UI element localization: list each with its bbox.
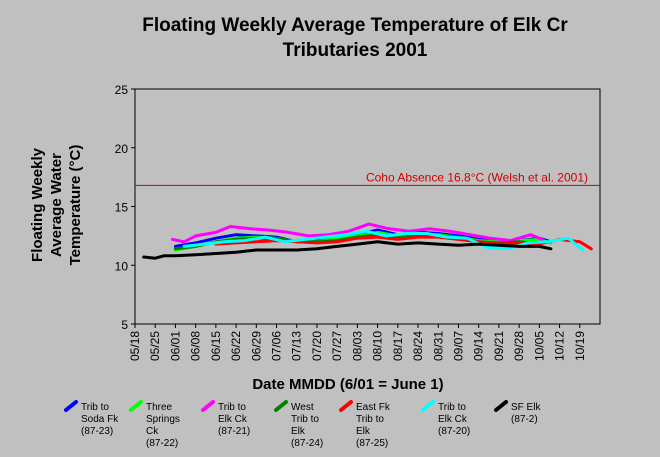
plot-area xyxy=(134,88,601,325)
chart-title-line-1: Floating Weekly Average Temperature of E… xyxy=(142,15,568,36)
legend-swatch-1 xyxy=(64,400,78,412)
legend-swatch-3 xyxy=(201,400,215,412)
x-axis-title: Date MMDD (6/01 = June 1) xyxy=(252,376,443,393)
legend-swatch-7 xyxy=(494,400,508,412)
legend-swatch-2 xyxy=(129,400,143,412)
x-tick-label: 06/08 xyxy=(189,331,203,361)
x-tick-label: 10/19 xyxy=(573,331,587,361)
x-tick-label: 09/07 xyxy=(451,331,465,361)
x-tick-label: 09/28 xyxy=(512,331,526,361)
legend-label-2: Three Springs Ck (87-22) xyxy=(146,402,180,449)
legend-swatch-5 xyxy=(339,400,353,412)
legend-label-1: Trib to Soda Fk (87-23) xyxy=(81,402,119,437)
x-tick-label: 06/01 xyxy=(168,331,182,361)
x-tick-label: 10/12 xyxy=(553,331,567,361)
y-tick-label: 25 xyxy=(115,83,129,97)
y-axis-title-line-3: Temperature (°C) xyxy=(67,145,84,266)
series-line-7 xyxy=(142,240,553,260)
series-line-6 xyxy=(182,229,585,252)
legend-label-3: Trib to Elk Ck (87-21) xyxy=(218,402,250,437)
x-tick-label: 10/05 xyxy=(532,331,546,361)
reference-line-label: Coho Absence 16.8°C (Welsh et al. 2001) xyxy=(366,170,588,184)
y-axis-title-line-1: Floating Weekly xyxy=(29,147,46,262)
x-tick-label: 07/06 xyxy=(270,331,284,361)
x-tick-label: 08/17 xyxy=(391,331,405,361)
x-tick-label: 08/24 xyxy=(411,331,425,361)
x-tick-label: 09/21 xyxy=(492,331,506,361)
series-line-3 xyxy=(171,222,544,244)
x-tick-label: 06/15 xyxy=(209,331,223,361)
chart-title-line-2: Tributaries 2001 xyxy=(283,40,428,61)
y-tick-label: 5 xyxy=(121,318,128,332)
legend-swatch-4 xyxy=(274,400,288,412)
legend-swatch-6 xyxy=(421,400,435,412)
x-tick-label: 08/03 xyxy=(350,331,364,361)
x-tick-label: 05/18 xyxy=(128,331,142,361)
x-tick-label: 09/14 xyxy=(472,331,486,361)
y-tick-label: 20 xyxy=(115,142,129,156)
y-axis-title-line-2: Average Water xyxy=(48,153,65,257)
x-tick-label: 08/31 xyxy=(431,331,445,361)
legend-label-6: Trib to Elk Ck (87-20) xyxy=(438,402,470,437)
legend-label-4: West Trib to Elk (87-24) xyxy=(291,402,323,449)
y-tick-label: 15 xyxy=(115,201,129,215)
x-tick-label: 08/10 xyxy=(371,331,385,361)
x-tick-label: 07/20 xyxy=(310,331,324,361)
y-tick-label: 10 xyxy=(115,259,129,273)
x-tick-label: 07/27 xyxy=(330,331,344,361)
x-tick-label: 06/22 xyxy=(229,331,243,361)
x-tick-label: 06/29 xyxy=(249,331,263,361)
legend-label-5: East Fk Trib to Elk (87-25) xyxy=(356,402,391,449)
x-tick-label: 07/13 xyxy=(290,331,304,361)
x-tick-label: 05/25 xyxy=(148,331,162,361)
legend-label-7: SF Elk (87-2) xyxy=(511,402,541,425)
